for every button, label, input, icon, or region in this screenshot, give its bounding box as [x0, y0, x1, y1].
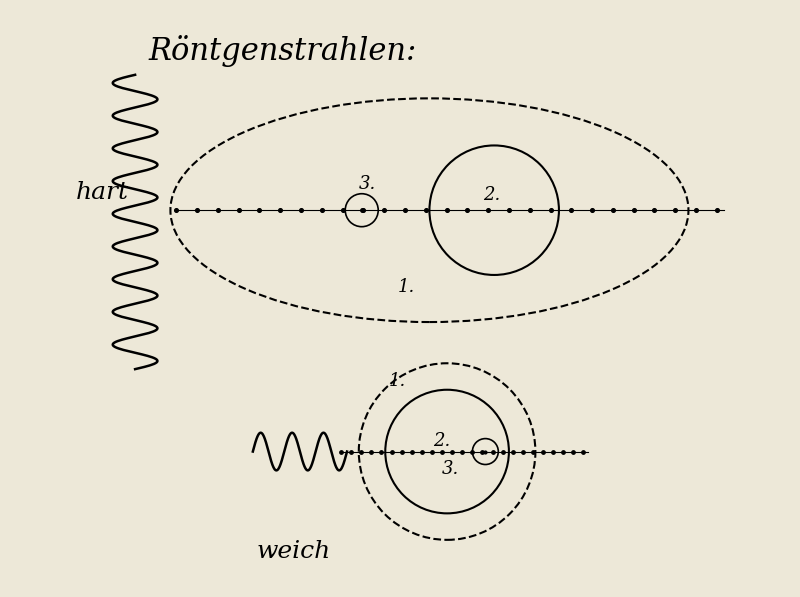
Point [482, 205, 494, 215]
Point [440, 205, 453, 215]
Text: hart: hart [76, 181, 130, 204]
Point [436, 447, 449, 456]
Text: weich: weich [257, 540, 331, 563]
Point [577, 447, 590, 456]
Text: Röntgenstrahlen:: Röntgenstrahlen: [148, 35, 416, 67]
Text: 1.: 1. [389, 372, 406, 390]
Point [334, 447, 347, 456]
Point [446, 447, 458, 456]
Point [669, 205, 682, 215]
Point [426, 447, 438, 456]
Point [365, 447, 378, 456]
Point [502, 205, 515, 215]
Point [523, 205, 536, 215]
Point [648, 205, 661, 215]
Point [516, 447, 529, 456]
Text: 3.: 3. [442, 460, 458, 478]
Point [211, 205, 224, 215]
Text: 1.: 1. [398, 278, 414, 296]
Point [336, 205, 349, 215]
Point [398, 205, 411, 215]
Point [355, 447, 368, 456]
Text: 2.: 2. [433, 432, 450, 450]
Point [415, 447, 428, 456]
Point [378, 205, 390, 215]
Point [419, 205, 432, 215]
Point [466, 447, 478, 456]
Point [274, 205, 286, 215]
Text: 3.: 3. [359, 175, 376, 193]
Point [486, 447, 499, 456]
Point [232, 205, 245, 215]
Point [395, 447, 408, 456]
Point [690, 205, 702, 215]
Point [190, 205, 203, 215]
Point [315, 205, 328, 215]
Point [537, 447, 550, 456]
Point [170, 205, 182, 215]
Point [345, 447, 358, 456]
Point [406, 447, 418, 456]
Point [586, 205, 598, 215]
Point [606, 205, 619, 215]
Point [375, 447, 388, 456]
Point [710, 205, 723, 215]
Point [506, 447, 519, 456]
Point [565, 205, 578, 215]
Point [567, 447, 580, 456]
Point [546, 447, 559, 456]
Point [476, 447, 489, 456]
Point [294, 205, 307, 215]
Point [526, 447, 539, 456]
Text: 2.: 2. [482, 186, 500, 205]
Point [461, 205, 474, 215]
Point [385, 447, 398, 456]
Point [357, 205, 370, 215]
Point [557, 447, 570, 456]
Point [253, 205, 266, 215]
Point [544, 205, 557, 215]
Point [627, 205, 640, 215]
Point [456, 447, 469, 456]
Point [496, 447, 509, 456]
